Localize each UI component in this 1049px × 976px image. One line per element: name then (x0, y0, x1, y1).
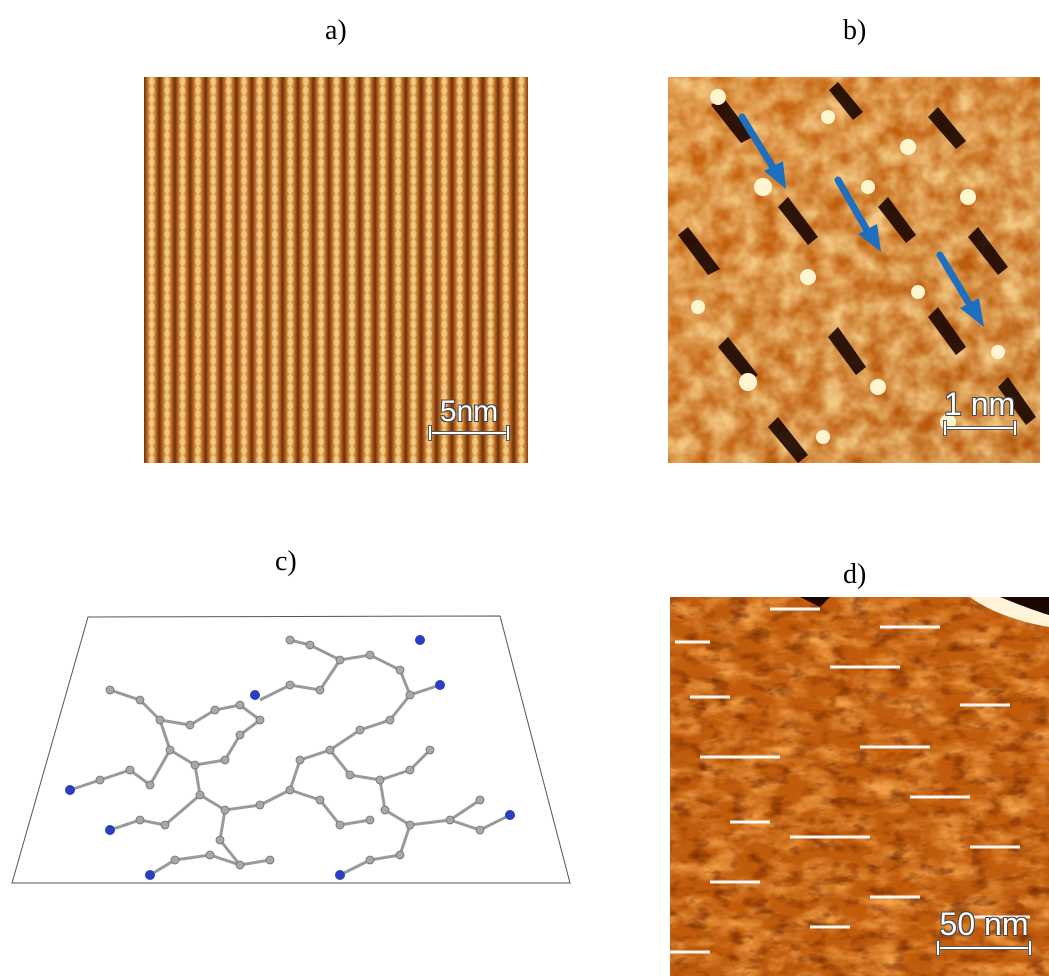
scale-bar-d: 50 nm (936, 906, 1032, 956)
panel-label-d: d) (843, 559, 867, 590)
scale-bar-b: 1 nm (942, 386, 1017, 436)
scale-text-d: 50 nm (939, 906, 1029, 942)
stm-image-d (670, 597, 1049, 976)
scale-text-a: 5nm (439, 395, 499, 428)
panel-label-a: a) (325, 15, 347, 46)
panel-label-b: b) (843, 15, 867, 46)
panel-label-c: c) (275, 546, 297, 577)
stm-image-b (668, 77, 1040, 463)
scale-bar-a: 5nm (428, 395, 510, 441)
stm-image-a (144, 77, 528, 463)
scale-text-b: 1 nm (944, 386, 1016, 422)
molecular-model-c (0, 610, 580, 890)
